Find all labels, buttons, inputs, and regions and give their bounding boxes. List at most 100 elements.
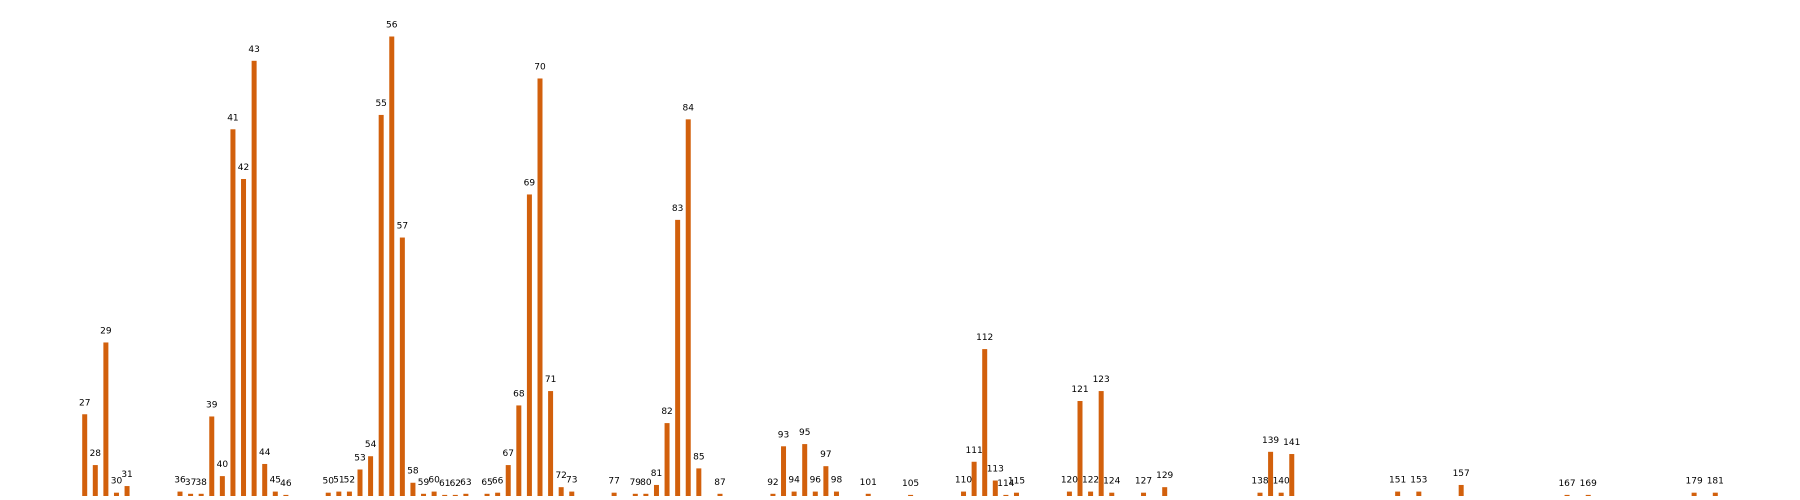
bar: [399, 237, 405, 496]
bar: [632, 493, 638, 496]
bar: [1088, 491, 1094, 496]
bar-label: 59: [418, 478, 430, 488]
bar-label: 169: [1580, 479, 1597, 489]
bar: [209, 416, 215, 496]
bar-label: 140: [1273, 477, 1290, 487]
bar-label: 43: [248, 45, 259, 55]
bar: [537, 78, 543, 497]
bar: [717, 493, 723, 496]
bar-label: 83: [672, 204, 683, 214]
bar: [516, 405, 522, 496]
bar-label: 139: [1262, 436, 1279, 446]
bar: [251, 60, 257, 497]
bar: [1712, 492, 1718, 496]
bar: [368, 456, 374, 496]
bar-label: 87: [714, 478, 725, 488]
bar-label: 138: [1251, 477, 1268, 487]
bar: [1585, 494, 1591, 496]
bar: [791, 491, 797, 496]
bar-label: 51: [333, 476, 344, 486]
bar-label: 84: [683, 103, 695, 113]
bar-label: 63: [460, 478, 471, 488]
bar: [1003, 494, 1009, 496]
bar: [558, 487, 564, 496]
bar-label: 81: [651, 469, 662, 479]
bar: [357, 469, 363, 496]
bar-label: 61: [439, 479, 450, 489]
bar-label: 123: [1093, 375, 1110, 385]
bar-label: 157: [1453, 469, 1470, 479]
bar-label: 29: [100, 326, 112, 336]
bar: [230, 129, 236, 497]
bar: [1564, 494, 1570, 496]
bar-label: 120: [1061, 476, 1078, 486]
bar: [569, 491, 575, 496]
bar: [1013, 492, 1019, 496]
bar: [1458, 484, 1464, 496]
bar: [812, 491, 818, 496]
bar: [1257, 492, 1263, 496]
bar-label: 112: [976, 333, 993, 343]
bar-label: 65: [481, 478, 492, 488]
bar-label: 127: [1135, 477, 1152, 487]
bar-label: 55: [375, 99, 386, 109]
bar-label: 38: [195, 478, 207, 488]
bar: [177, 491, 183, 496]
bar: [781, 446, 787, 496]
bar: [1289, 454, 1295, 496]
bar-label: 67: [503, 449, 514, 459]
bar-label: 79: [630, 478, 642, 488]
bar-label: 31: [121, 470, 132, 480]
bar-label: 46: [280, 479, 292, 489]
bar: [124, 486, 130, 496]
bar: [283, 494, 289, 496]
bar-label: 45: [270, 476, 281, 486]
bar: [664, 423, 670, 496]
bar-label: 62: [450, 479, 461, 489]
bar-label: 42: [238, 163, 249, 173]
bar: [1109, 492, 1115, 496]
bar: [685, 119, 691, 496]
bar-label: 40: [217, 460, 229, 470]
bar-label: 57: [397, 222, 408, 232]
bar-label: 179: [1686, 477, 1703, 487]
bar-label: 92: [767, 478, 778, 488]
bar: [1066, 491, 1072, 496]
bar-label: 66: [492, 477, 504, 487]
bar: [548, 391, 554, 496]
bar-label: 96: [810, 476, 822, 486]
bar-label: 37: [185, 478, 196, 488]
bar-label: 141: [1283, 438, 1300, 448]
bar: [463, 493, 469, 496]
bar: [643, 493, 649, 496]
bar: [865, 493, 871, 496]
bar: [653, 484, 659, 496]
bar-label: 54: [365, 440, 377, 450]
bar: [1162, 487, 1168, 496]
bar: [505, 465, 511, 496]
bar-label: 69: [524, 178, 536, 188]
bar: [442, 494, 448, 496]
bar: [992, 480, 998, 496]
bar: [272, 491, 278, 496]
bar: [484, 493, 490, 496]
bar-label: 70: [534, 62, 546, 72]
bar-label: 52: [344, 476, 355, 486]
bar: [92, 465, 98, 496]
bar: [833, 491, 839, 496]
bar: [823, 466, 829, 496]
bar-label: 73: [566, 476, 577, 486]
bar: [908, 494, 914, 496]
bar-label: 72: [555, 471, 566, 481]
bar: [770, 493, 776, 496]
bar: [1395, 491, 1401, 496]
bar: [696, 468, 702, 496]
bar: [452, 494, 458, 496]
bar-label: 53: [354, 453, 365, 463]
bar-label: 71: [545, 375, 556, 385]
bar: [1268, 451, 1274, 496]
bar-label: 98: [831, 476, 843, 486]
bar-label: 41: [227, 113, 238, 123]
bar-label: 122: [1082, 476, 1099, 486]
bar: [526, 194, 532, 496]
